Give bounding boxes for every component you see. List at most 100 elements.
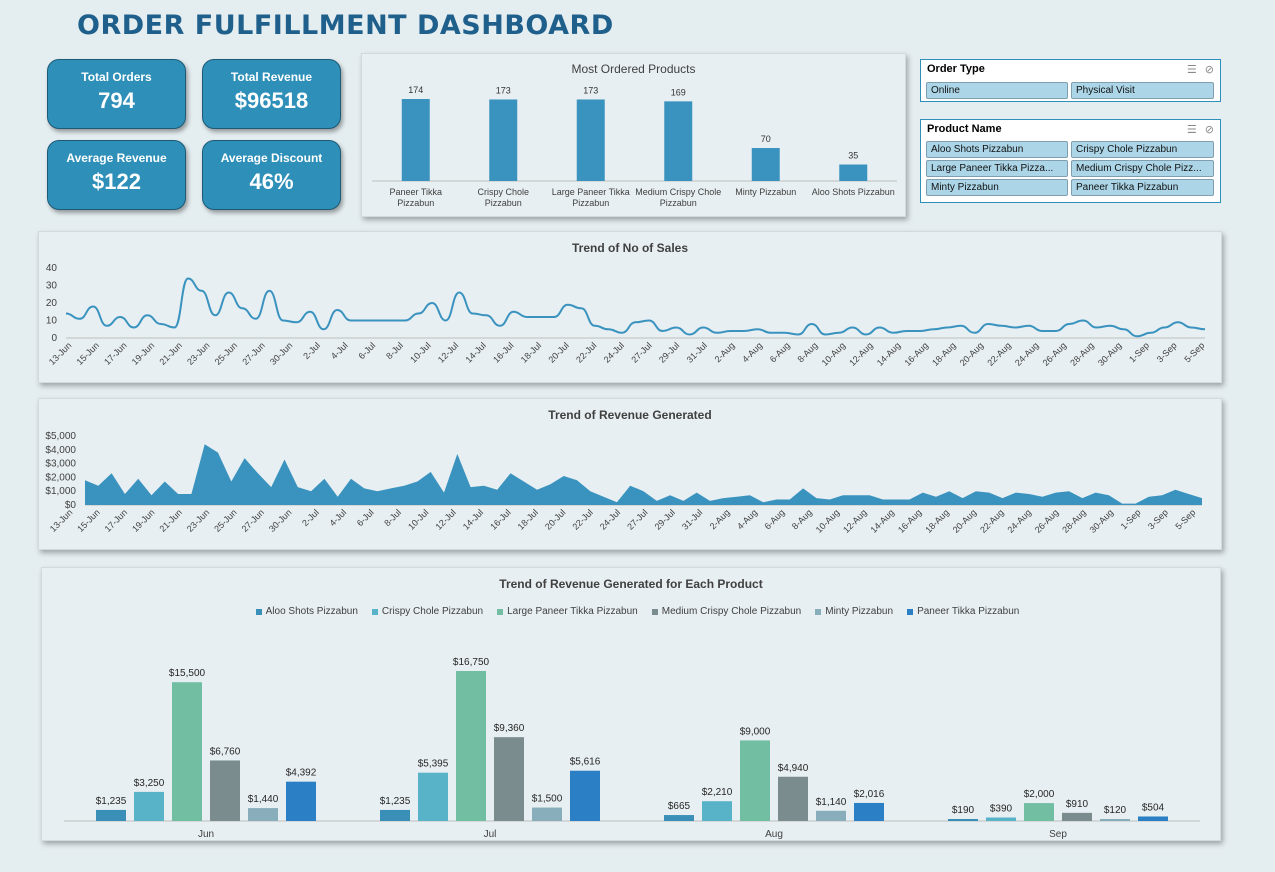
x-tick-label: 16-Aug <box>896 507 924 535</box>
most-ordered-products-chart[interactable]: Most Ordered Products 174 Paneer Tikka Piz… <box>361 53 906 217</box>
bar <box>778 776 808 821</box>
bar <box>570 770 600 821</box>
slicer-item[interactable]: Medium Crispy Chole Pizz... <box>1071 160 1214 177</box>
category-label: Large Paneer Tikka <box>552 187 630 197</box>
bar <box>286 781 316 821</box>
x-tick-label: 29-Jul <box>653 507 677 531</box>
x-tick-label: 30-Aug <box>1096 340 1124 368</box>
slicer-item-physical-visit[interactable]: Physical Visit <box>1071 82 1214 99</box>
kpi-value: $96518 <box>234 88 309 113</box>
x-tick-label: 1-Sep <box>1119 507 1143 531</box>
category-label: Medium Crispy Chole <box>635 187 721 197</box>
revenue-trend-chart[interactable]: Trend of Revenue Generated $0 $1,000 $2,00… <box>38 398 1222 550</box>
x-tick-label: 28-Aug <box>1068 340 1096 368</box>
y-tick-label: 10 <box>46 316 58 327</box>
legend-label: Crispy Chole Pizzabun <box>381 606 484 617</box>
x-tick-label: 6-Aug <box>762 507 786 531</box>
slicer-item-online[interactable]: Online <box>926 82 1068 99</box>
data-label: $3,250 <box>134 778 165 789</box>
category-label: Pizzabun <box>397 198 434 208</box>
legend-swatch <box>255 608 262 615</box>
chart-title: Trend of No of Sales <box>571 241 688 255</box>
y-tick-label: 40 <box>46 263 58 274</box>
revenue-trend-svg: $0 $1,000 $2,000 $3,000 $4,000 $5,000 13-Jun 15… <box>45 431 1202 535</box>
order-type-slicer[interactable]: Order Type ☰ ⊘ Online Physical Visit <box>920 59 1221 102</box>
slicer-item[interactable]: Aloo Shots Pizzabun <box>926 141 1068 158</box>
x-tick-label: 23-Jun <box>185 340 212 367</box>
data-label: $5,395 <box>418 759 449 770</box>
y-tick-label: $3,000 <box>45 459 76 470</box>
data-label: $6,760 <box>210 746 241 757</box>
data-label: $2,210 <box>702 787 733 798</box>
x-tick-label: 30-Jun <box>268 340 295 367</box>
data-label: $9,360 <box>494 723 525 734</box>
clear-filter-icon[interactable]: ⊘ <box>1204 64 1214 76</box>
multi-select-icon[interactable]: ☰ <box>1186 124 1197 136</box>
x-tick-label: 5-Sep <box>1173 507 1197 531</box>
x-tick-label: 10-Jul <box>406 507 430 531</box>
x-tick-label: 20-Jul <box>546 340 570 364</box>
bar <box>210 760 240 821</box>
x-tick-label: 27-Jul <box>625 507 649 531</box>
slicer-item[interactable]: Large Paneer Tikka Pizza... <box>926 160 1068 177</box>
product-name-slicer[interactable]: Product Name ☰ ⊘ Aloo Shots Pizzabun Cris… <box>920 119 1221 203</box>
x-tick-label: 10-Aug <box>814 507 842 535</box>
x-tick-label: 6-Jul <box>355 507 376 528</box>
bar <box>96 809 126 821</box>
sales-trend-chart[interactable]: Trend of No of Sales 0 10 20 30 40 13-Jun 15-J… <box>38 231 1222 383</box>
category-label: Jun <box>198 829 214 840</box>
bar <box>134 791 164 821</box>
legend-label: Medium Crispy Chole Pizzabun <box>661 606 802 617</box>
x-tick-label: 5-Sep <box>1182 340 1206 364</box>
x-tick-label: 25-Jun <box>213 340 240 367</box>
x-tick-label: 21-Jun <box>157 507 184 534</box>
data-label: $504 <box>1142 802 1165 813</box>
data-label: $665 <box>668 801 691 812</box>
kpi-label: Total Orders <box>81 70 152 84</box>
x-tick-label: 18-Jul <box>519 340 543 364</box>
bar <box>418 772 448 821</box>
x-tick-label: 16-Aug <box>902 340 930 368</box>
legend-swatch <box>907 608 914 615</box>
bar <box>948 819 978 821</box>
x-tick-label: 21-Jun <box>157 340 184 367</box>
x-tick-label: 19-Jun <box>130 340 157 367</box>
slicer-item[interactable]: Paneer Tikka Pizzabun <box>1071 179 1214 196</box>
bar <box>751 148 780 181</box>
slicer-item[interactable]: Crispy Chole Pizzabun <box>1071 141 1214 158</box>
kpi-value: 46% <box>249 169 294 194</box>
data-label: $16,750 <box>453 657 490 668</box>
x-tick-label: 24-Jul <box>602 340 626 364</box>
product-revenue-chart[interactable]: Trend of Revenue Generated for Each Prod… <box>41 567 1221 841</box>
kpi-total-orders: Total Orders 794 <box>47 59 186 129</box>
x-tick-label: 20-Aug <box>951 507 979 535</box>
y-tick-label: $1,000 <box>45 486 76 497</box>
x-tick-label: 2-Aug <box>713 340 737 364</box>
bar <box>740 740 770 821</box>
legend-swatch <box>651 608 658 615</box>
x-tick-label: 2-Jul <box>300 507 321 528</box>
bar <box>1062 812 1092 821</box>
clear-filter-icon[interactable]: ⊘ <box>1204 124 1214 136</box>
x-tick-label: 15-Jun <box>75 507 102 534</box>
x-tick-label: 26-Aug <box>1033 507 1061 535</box>
data-label: 35 <box>848 151 858 161</box>
bar <box>1100 819 1130 821</box>
data-label: 70 <box>761 134 771 144</box>
x-tick-label: 27-Jun <box>240 507 267 534</box>
x-tick-label: 13-Jun <box>48 507 75 534</box>
multi-select-icon[interactable]: ☰ <box>1186 64 1197 76</box>
x-tick-label: 8-Aug <box>795 340 819 364</box>
y-tick-label: $0 <box>65 500 77 511</box>
data-label: $1,235 <box>380 796 411 807</box>
x-tick-label: 20-Jul <box>543 507 567 531</box>
data-label: $1,140 <box>816 797 847 808</box>
y-tick-label: 0 <box>51 333 57 344</box>
slicer-item[interactable]: Minty Pizzabun <box>926 179 1068 196</box>
x-tick-label: 30-Jun <box>267 507 294 534</box>
legend-item: Crispy Chole Pizzabun <box>371 606 484 617</box>
x-tick-label: 20-Aug <box>958 340 986 368</box>
x-tick-label: 24-Aug <box>1013 340 1041 368</box>
